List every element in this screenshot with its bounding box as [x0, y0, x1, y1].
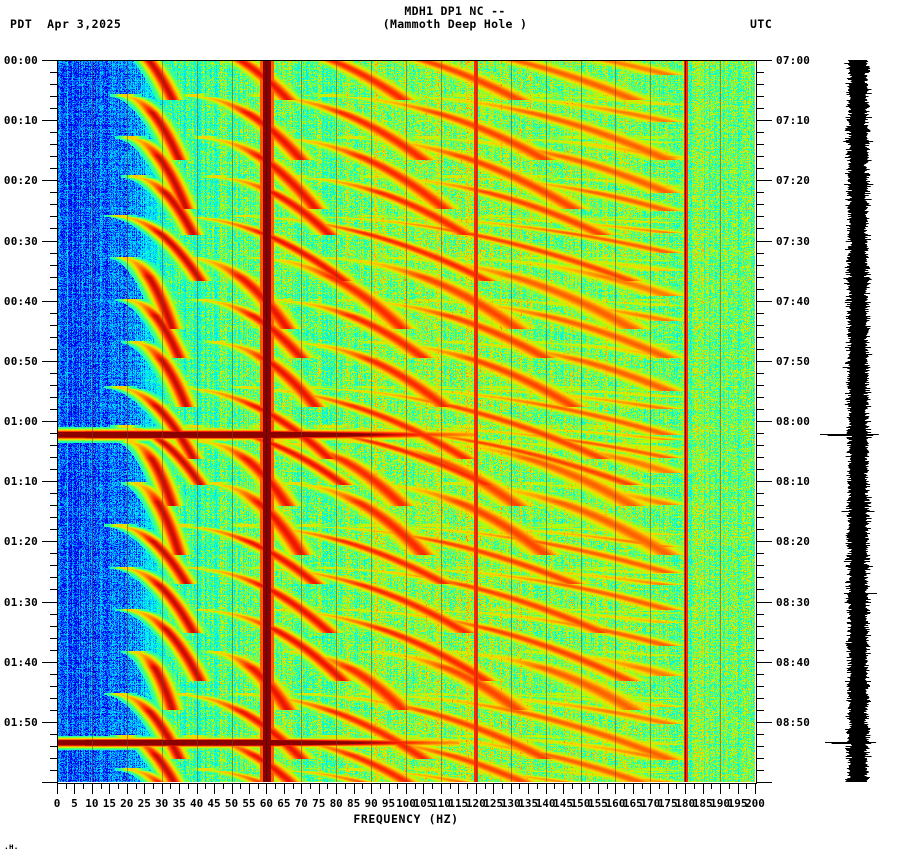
frequency-label: 10	[85, 797, 99, 810]
time-label-left: 01:10	[3, 475, 38, 489]
time-label-right: 07:10	[776, 114, 811, 128]
time-label-right: 08:20	[776, 535, 811, 549]
frequency-label: 95	[381, 797, 396, 810]
frequency-label: 90	[364, 797, 378, 810]
frequency-label: 15	[102, 797, 116, 810]
frequency-axis-ticks	[57, 783, 756, 796]
time-label-left: 01:40	[3, 655, 38, 669]
frequency-label: 85	[347, 797, 361, 810]
frequency-label: 25	[137, 797, 151, 810]
frequency-axis-title: FREQUENCY (HZ)	[353, 812, 459, 826]
header-timezone-utc: UTC	[750, 17, 773, 31]
frequency-label: 60	[259, 797, 274, 810]
frequency-label: 155	[588, 797, 608, 810]
frequency-label: 80	[329, 797, 343, 810]
frequency-label: 20	[120, 797, 134, 810]
time-label-left: 01:50	[3, 715, 38, 729]
page-title: MDH1 DP1 NC --	[404, 4, 506, 18]
frequency-label: 130	[500, 797, 521, 810]
frequency-label: 75	[312, 797, 326, 810]
time-label-left: 00:20	[3, 174, 38, 188]
frequency-label: 170	[640, 797, 661, 810]
frequency-label: 125	[483, 797, 504, 810]
frequency-label: 100	[396, 797, 416, 810]
frequency-label: 0	[53, 797, 61, 810]
time-axis-right-ticks	[756, 60, 774, 783]
time-label-left: 01:00	[3, 415, 38, 428]
frequency-label: 55	[242, 797, 256, 810]
frequency-label: 50	[224, 797, 239, 810]
frequency-label: 45	[207, 797, 221, 810]
spectrogram-plot[interactable]	[57, 60, 755, 782]
frequency-label: 185	[692, 797, 713, 810]
time-label-right: 08:50	[776, 715, 811, 729]
header-timezone-date: PDT Apr 3,2025	[10, 17, 122, 31]
frequency-label: 150	[570, 797, 591, 810]
time-label-right: 08:10	[776, 475, 811, 489]
time-label-right: 08:00	[776, 415, 811, 428]
time-label-right: 08:40	[776, 655, 811, 669]
page-subtitle: (Mammoth Deep Hole )	[382, 17, 528, 31]
time-label-left: 01:30	[3, 595, 38, 609]
time-label-right: 08:30	[776, 595, 811, 609]
frequency-label: 35	[172, 797, 186, 810]
frequency-label: 195	[727, 797, 748, 810]
frequency-label: 40	[189, 797, 204, 810]
frequency-label: 105	[413, 797, 434, 810]
frequency-label: 140	[535, 797, 556, 810]
time-label-left: 00:10	[3, 114, 38, 128]
seismogram-trace[interactable]	[820, 60, 898, 782]
frequency-label: 145	[553, 797, 573, 810]
frequency-label: 30	[155, 797, 169, 810]
time-label-left: 00:40	[3, 294, 38, 308]
frequency-label: 180	[675, 797, 696, 810]
time-label-right: 07:50	[776, 354, 811, 368]
frequency-label: 120	[465, 797, 486, 810]
frequency-label: 190	[710, 797, 731, 810]
frequency-label: 110	[430, 797, 451, 810]
frequency-label: 115	[448, 797, 469, 810]
frequency-label: 70	[294, 797, 308, 810]
time-label-right: 07:20	[776, 174, 811, 188]
time-label-left: 00:50	[3, 354, 38, 368]
time-label-left: 01:20	[3, 535, 38, 549]
time-label-right: 07:40	[776, 294, 811, 308]
frequency-label: 200	[745, 797, 765, 810]
spectrogram-canvas[interactable]	[57, 60, 755, 782]
time-label-left: 00:00	[3, 54, 38, 67]
frequency-label: 135	[518, 797, 539, 810]
seismogram-trace-canvas[interactable]	[820, 60, 898, 782]
time-axis-left-ticks	[40, 60, 58, 783]
frequency-label: 5	[71, 797, 78, 810]
frequency-label: 65	[277, 797, 291, 810]
time-label-right: 07:30	[776, 234, 811, 248]
frequency-label: 160	[605, 797, 626, 810]
time-label-left: 00:30	[3, 234, 38, 248]
frequency-label: 175	[657, 797, 678, 810]
frequency-label: 165	[622, 797, 643, 810]
time-label-right: 07:00	[776, 54, 811, 67]
corner-artifact-mark: .н.	[4, 842, 19, 851]
